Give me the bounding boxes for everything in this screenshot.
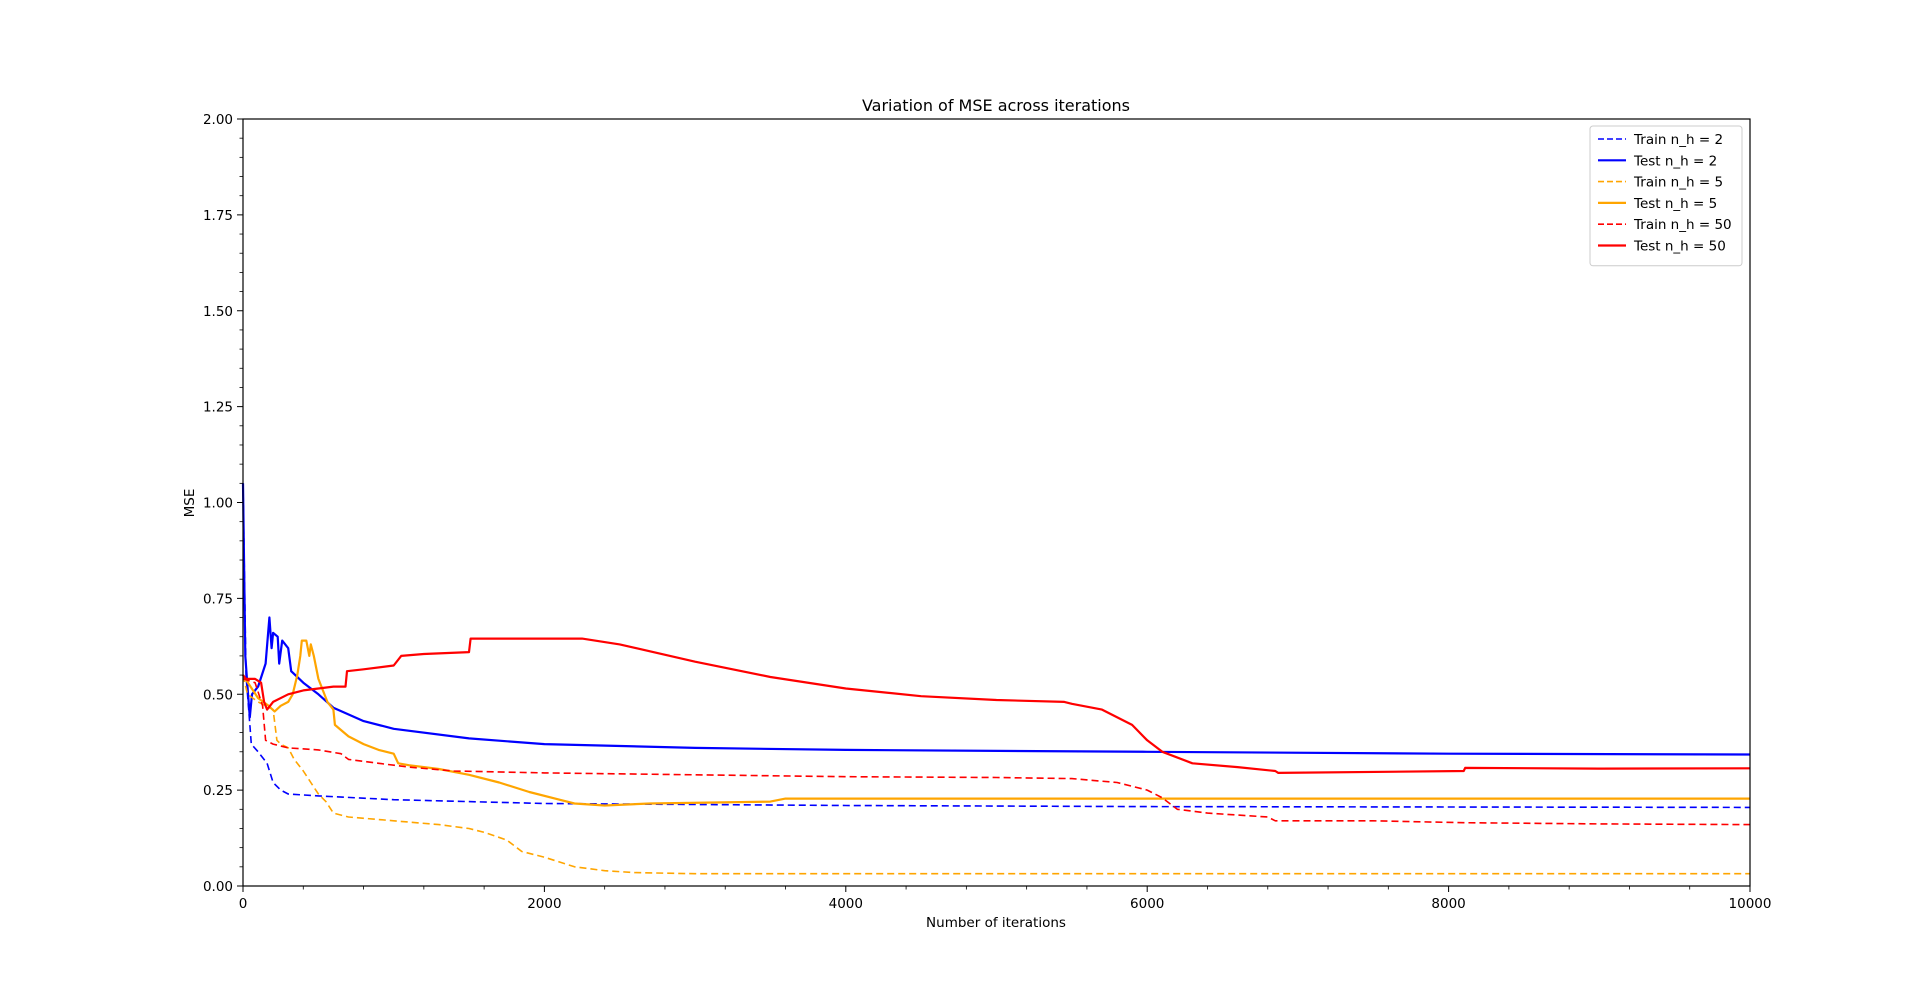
x-tick-label: 8000 — [1431, 896, 1465, 912]
series-line-5 — [242, 637, 1751, 774]
x-tick-label: 10000 — [1729, 896, 1772, 912]
x-tick-label: 4000 — [829, 896, 863, 912]
chart-title: Variation of MSE across iterations — [862, 96, 1130, 115]
legend-entry-1: Test n_h = 2 — [1633, 153, 1717, 169]
y-tick-label: 0.00 — [203, 879, 233, 895]
legend-entry-3: Test n_h = 5 — [1633, 196, 1717, 212]
y-tick-label: 0.75 — [203, 591, 233, 607]
series-layer — [241, 483, 1751, 875]
ticks-layer: 0 2000 4000 6000 8000 10000 0.00 0.25 0.50 0.75 1.… — [203, 112, 1772, 912]
plot-frame — [242, 118, 1751, 887]
x-axis-label: Number of iterations — [926, 915, 1066, 931]
x-tick-label: 6000 — [1130, 896, 1164, 912]
y-axis-label: MSE — [182, 489, 198, 518]
y-tick-label: 0.50 — [203, 687, 233, 703]
legend-entry-2: Train n_h = 5 — [1633, 175, 1723, 191]
legend-entry-0: Train n_h = 2 — [1633, 132, 1723, 148]
y-tick-label: 1.50 — [203, 304, 233, 320]
legend-entry-4: Train n_h = 50 — [1633, 217, 1732, 233]
series-line-2 — [242, 674, 1750, 875]
series-line-4 — [242, 678, 1751, 826]
y-tick-label: 0.25 — [203, 783, 233, 799]
x-tick-label: 0 — [239, 896, 248, 912]
series-line-0 — [242, 483, 1751, 809]
series-line-3 — [242, 639, 1750, 807]
y-tick-label: 1.75 — [203, 208, 233, 224]
legend-entry-5: Test n_h = 50 — [1633, 239, 1726, 255]
legend: Train n_h = 2 Test n_h = 2 Train n_h = 5 Te… — [1589, 125, 1743, 267]
y-tick-label: 1.25 — [203, 400, 233, 416]
y-tick-label: 1.00 — [203, 496, 233, 512]
series-line-1 — [241, 483, 1751, 756]
y-tick-label: 2.00 — [203, 112, 233, 128]
legend-box — [1589, 125, 1743, 267]
x-tick-label: 2000 — [527, 896, 561, 912]
